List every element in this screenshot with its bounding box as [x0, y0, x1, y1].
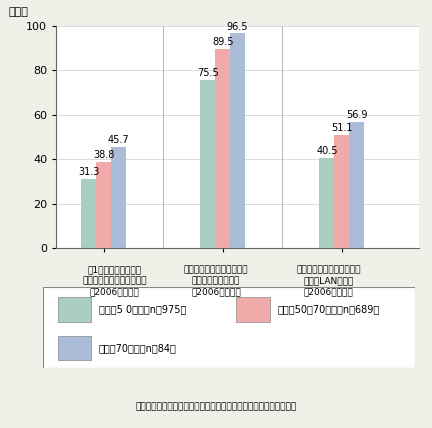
Bar [58, 336, 92, 360]
Text: 31.3: 31.3 [78, 167, 99, 177]
Bar [319, 158, 334, 248]
Bar [236, 297, 270, 322]
Bar [111, 146, 126, 248]
Bar [200, 80, 215, 248]
Bar [96, 162, 111, 248]
Text: 市区町村内の全普通教室に
おけるLAN整備率
（2006年、％）: 市区町村内の全普通教室に おけるLAN整備率 （2006年、％） [296, 265, 361, 297]
Text: 75.5: 75.5 [197, 68, 219, 78]
Text: 38.8: 38.8 [93, 150, 114, 160]
Text: 偏差偖5 0以下（n＝975）: 偏差偖5 0以下（n＝975） [99, 305, 186, 315]
Bar [230, 33, 245, 248]
Bar [215, 49, 230, 248]
Bar [58, 297, 92, 322]
Text: 56.9: 56.9 [346, 110, 367, 120]
Text: 89.5: 89.5 [212, 37, 233, 47]
Text: 45.7: 45.7 [108, 135, 130, 145]
Text: 40.5: 40.5 [316, 146, 337, 156]
Text: 学1校当たりの教育用
コンピュータ平均設置台数
（2006年、台）: 学1校当たりの教育用 コンピュータ平均設置台数 （2006年、台） [82, 265, 147, 297]
Text: （％）: （％） [9, 7, 29, 17]
Bar [349, 122, 364, 248]
Text: 偏差偖50赠70未満（n＝689）: 偏差偖50赠70未満（n＝689） [277, 305, 379, 315]
Text: 51.1: 51.1 [331, 123, 353, 133]
Text: 偏差偖70以上（n＝84）: 偏差偖70以上（n＝84） [99, 343, 177, 353]
Text: 高速インターネット接続を
導入した学校の割合
（2006年、％）: 高速インターネット接続を 導入した学校の割合 （2006年、％） [184, 265, 248, 297]
Text: 96.5: 96.5 [227, 22, 248, 32]
Bar [82, 178, 96, 248]
Bar [334, 134, 349, 248]
Text: （出典）「地域の情報化への取組と地域活性化に関する調査研究」: （出典）「地域の情報化への取組と地域活性化に関する調査研究」 [135, 402, 297, 411]
